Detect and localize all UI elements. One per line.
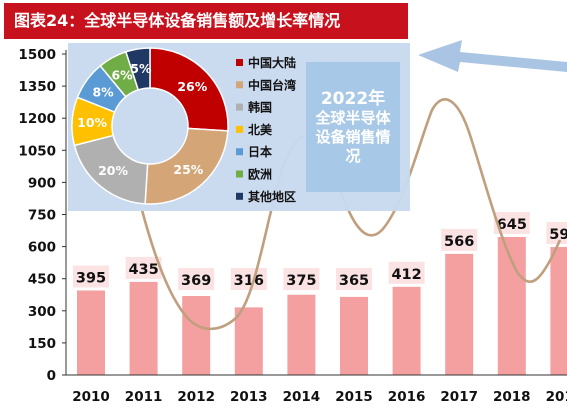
x-tick-label: 2018 xyxy=(493,389,531,405)
pie-slice-label: 6% xyxy=(111,68,133,83)
bar-value-label: 316 xyxy=(234,273,264,289)
y-tick-label: 150 xyxy=(28,336,56,352)
y-tick-label: 1350 xyxy=(18,79,56,95)
x-tick-label: 2013 xyxy=(230,389,268,405)
legend-marker xyxy=(236,125,243,133)
bar-label-bg xyxy=(546,222,567,245)
x-tick-label: 2015 xyxy=(335,389,373,405)
bar xyxy=(287,294,316,375)
bar-label-bg xyxy=(441,228,478,251)
info-box-year: 2022年 xyxy=(320,88,386,109)
y-tick-label: 1200 xyxy=(18,111,56,127)
bar xyxy=(445,253,474,375)
bar-value-label: 435 xyxy=(128,262,158,278)
pie-slice xyxy=(149,47,229,132)
legend-label: 欧洲 xyxy=(248,167,272,182)
bar-label-bg xyxy=(336,268,372,290)
legend-label: 韩国 xyxy=(248,100,272,115)
y-tick-label: 1500 xyxy=(18,47,56,63)
legend-label: 中国大陆 xyxy=(248,55,296,70)
x-tick-label: 2011 xyxy=(125,389,163,405)
x-tick-label: 2017 xyxy=(440,389,478,405)
x-tick-label: 2016 xyxy=(388,389,426,405)
chart-title: 图表24：全球半导体设备销售额及增长率情况 xyxy=(14,11,341,30)
legend-label: 日本 xyxy=(248,144,272,159)
y-tick-label: 450 xyxy=(28,272,56,288)
bar-label-bg xyxy=(283,268,320,290)
bar xyxy=(340,296,368,375)
y-tick-label: 750 xyxy=(28,208,56,224)
pie-slice-label: 20% xyxy=(98,163,128,178)
bar-value-label: 365 xyxy=(339,273,369,289)
pie-slice-label: 25% xyxy=(173,162,203,177)
bar-value-label: 395 xyxy=(76,270,106,286)
bar-value-label: 412 xyxy=(391,267,421,283)
info-box-text: 全球半导体设备销售情况 xyxy=(315,108,391,165)
bar-value-label: 598 xyxy=(549,227,567,243)
info-box: 2022年 全球半导体设备销售情况 xyxy=(306,62,400,192)
bar-label-bg xyxy=(493,211,530,234)
x-tick-label: 2019 xyxy=(546,389,567,405)
y-tick-label: 0 xyxy=(47,368,56,384)
x-tick-label: 2014 xyxy=(283,389,321,405)
pie-slice-label: 5% xyxy=(130,61,152,76)
bar-value-label: 375 xyxy=(286,273,316,289)
pie-slice xyxy=(124,47,151,91)
legend-label: 北美 xyxy=(248,122,273,137)
bar xyxy=(234,307,263,375)
pie-slice-label: 8% xyxy=(92,84,114,99)
pie-slice-label: 26% xyxy=(177,79,207,94)
y-tick-label: 900 xyxy=(28,175,56,191)
legend-marker xyxy=(236,59,243,66)
arrow-icon xyxy=(418,40,567,72)
bar xyxy=(129,281,158,375)
bar-value-label: 645 xyxy=(497,217,527,233)
x-tick-label: 2010 xyxy=(72,389,110,405)
legend-marker xyxy=(236,103,243,111)
legend-marker xyxy=(236,170,243,178)
x-tick-label: 2012 xyxy=(177,389,215,405)
legend-marker xyxy=(236,192,243,200)
y-tick-label: 1050 xyxy=(18,143,56,159)
y-tick-label: 600 xyxy=(28,240,56,256)
bar-label-bg xyxy=(178,268,215,290)
bar xyxy=(392,286,421,375)
bar xyxy=(77,290,105,375)
legend-label: 中国台湾 xyxy=(248,77,296,92)
bar-label-bg xyxy=(388,261,425,284)
legend-marker xyxy=(236,148,243,156)
trend-line xyxy=(140,98,562,331)
bar-label-bg xyxy=(230,268,267,290)
title-bar: 图表24：全球半导体设备销售额及增长率情况 xyxy=(4,3,408,39)
bar-value-label: 369 xyxy=(181,273,211,289)
bar-label-bg xyxy=(125,256,162,279)
pie-slice-label: 10% xyxy=(77,115,107,130)
pie-slice xyxy=(144,127,229,205)
y-tick-label: 300 xyxy=(28,304,56,320)
bar-value-label: 566 xyxy=(444,234,474,250)
legend-label: 其他地区 xyxy=(248,189,296,204)
bar-label-bg xyxy=(73,265,109,288)
bar xyxy=(182,296,211,375)
bar xyxy=(550,247,567,375)
bar xyxy=(497,236,526,375)
legend-marker xyxy=(236,81,243,89)
